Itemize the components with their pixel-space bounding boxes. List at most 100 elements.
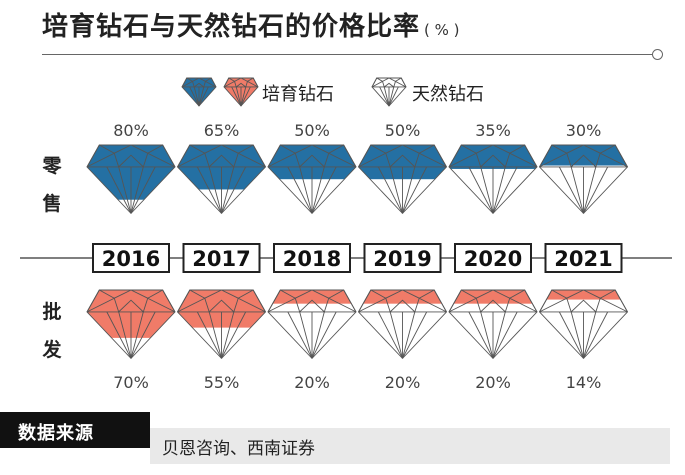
wholesale-diamond-2021-pavilion-1 <box>570 311 584 359</box>
retail-diamond-2018-crown <box>267 144 357 168</box>
retail-diamond-2017 <box>176 144 267 215</box>
wholesale-diamond-2020-crown <box>448 289 538 313</box>
year-label: 2018 <box>283 247 341 271</box>
year-box-frame <box>182 243 261 273</box>
row-label-1-1: 发 <box>41 338 62 361</box>
retail-diamond-2017-pavilion-0 <box>196 166 222 214</box>
wholesale-diamond-2017-pavilion-4 <box>221 311 247 359</box>
retail-diamond-2017-pavilion-4 <box>221 166 247 214</box>
source-text: 贝恩咨询、西南证券 <box>162 439 315 459</box>
wholesale-value-label: 70% <box>113 373 149 392</box>
legend-wholesale-diamond-crown-facets <box>223 80 259 88</box>
retail-diamond-2019-pavilion-4 <box>402 166 428 214</box>
year-label: 2021 <box>554 247 612 271</box>
wholesale-diamond-2021-pavilion-3 <box>583 311 597 359</box>
wholesale-diamond-2016-pavilion-0 <box>106 311 132 359</box>
year-label: 2016 <box>102 247 160 271</box>
year-box-2021: 2021 <box>544 243 623 273</box>
title-divider <box>42 54 654 55</box>
legend-wholesale-diamond-crown <box>223 77 259 88</box>
wholesale-diamond-2018-fill <box>268 290 356 304</box>
wholesale-diamond-2018-pavilion-1 <box>299 311 313 359</box>
year-box-2017: 2017 <box>182 243 261 273</box>
retail-diamond-2016-pavilion-0 <box>106 166 132 214</box>
source-label-box: 数据来源 <box>0 412 150 448</box>
legend-wholesale-diamond-pavilion-0 <box>231 86 242 107</box>
legend-retail-diamond <box>181 77 217 107</box>
retail-diamond-2021-pavilion-3 <box>583 166 597 214</box>
retail-diamond-2020-crown-facets <box>448 152 538 168</box>
legend-natural-diamond <box>371 77 407 107</box>
wholesale-diamond-2016-pavilion-1 <box>118 311 132 359</box>
wholesale-diamond-2018 <box>267 289 357 360</box>
legend: 培育钻石 天然钻石 <box>181 77 484 107</box>
legend-retail-diamond-crown <box>181 77 217 88</box>
row-label-0-0: 零 <box>41 155 62 177</box>
wholesale-diamond-2020 <box>448 289 538 360</box>
retail-value-label: 35% <box>475 121 511 140</box>
wholesale-diamond-2016 <box>86 289 176 360</box>
wholesale-diamond-2017 <box>176 289 267 360</box>
retail-value-label: 50% <box>294 121 330 140</box>
retail-diamond-2021-pavilion-1 <box>570 166 584 214</box>
retail-diamond-2020 <box>448 144 538 215</box>
page-title: 培育钻石与天然钻石的价格比率 <box>42 12 421 42</box>
wholesale-diamond-2017-pavilion-0 <box>196 311 222 359</box>
title-row: 培育钻石与天然钻石的价格比率( % ) <box>42 6 460 43</box>
wholesale-diamond-2019-crown-facets <box>358 297 447 313</box>
legend-natural-diamond-pavilion-3 <box>388 86 395 107</box>
retail-diamond-2019-pavilion-3 <box>402 166 416 214</box>
wholesale-diamond-2021-pavilion-0 <box>558 311 584 359</box>
retail-diamond-2018-pavilion-4 <box>311 166 337 214</box>
wholesale-diamond-2019-pavilion-1 <box>389 311 403 359</box>
wholesale-diamond-2020-pavilion-4 <box>492 311 518 359</box>
year-box-frame <box>273 243 351 273</box>
legend-retail-diamond-crown-facets <box>181 80 217 88</box>
wholesale-value-label: 14% <box>566 373 602 392</box>
retail-diamond-2018-pavilion-3 <box>311 166 325 214</box>
retail-diamond-2016-crown-facets <box>86 152 176 168</box>
retail-diamond-2020-pavilion-0 <box>468 166 494 214</box>
wholesale-value-label: 55% <box>204 373 240 392</box>
legend-retail-diamond-pavilion-0 <box>189 86 200 107</box>
wholesale-diamond-2018-crown-facets <box>267 297 357 313</box>
year-box-frame <box>454 243 532 273</box>
wholesale-diamond-2018-pavilion-3 <box>311 311 325 359</box>
year-box-2020: 2020 <box>454 243 532 273</box>
retail-value-label: 30% <box>566 121 602 140</box>
wholesale-diamond-2019-pavilion-3 <box>402 311 416 359</box>
wholesale-diamond-2019-crown <box>358 289 447 313</box>
legend-natural-diamond-pavilion-0 <box>379 86 390 107</box>
retail-value-label: 50% <box>385 121 421 140</box>
wholesale-diamond-2018-pavilion-0 <box>287 311 313 359</box>
wholesale-diamond-2019-fill <box>358 290 447 304</box>
wholesale-diamond-2017-crown <box>177 289 266 313</box>
wholesale-diamond-2017-pavilion-1 <box>208 311 222 359</box>
year-box-frame <box>363 243 442 273</box>
wholesale-diamond-2021-fill <box>539 290 628 300</box>
source-label: 数据来源 <box>18 423 94 444</box>
retail-diamond-2020-fill <box>449 145 537 169</box>
retail-diamond-2019-crown-facets <box>358 152 447 168</box>
retail-diamond-2017-pavilion-1 <box>208 166 222 214</box>
wholesale-diamond-2018-crown <box>267 289 357 313</box>
retail-diamond-2018-crown-facets <box>267 152 357 168</box>
year-box-frame <box>92 243 170 273</box>
legend-wholesale-diamond-pavilion-4 <box>240 86 251 107</box>
year-box-2019: 2019 <box>363 243 442 273</box>
year-label: 2020 <box>464 247 522 271</box>
retail-diamond-2016-pavilion-4 <box>130 166 156 214</box>
wholesale-diamond-2021-crown-facets <box>539 297 628 313</box>
retail-diamond-2020-pavilion-1 <box>480 166 494 214</box>
retail-diamond-2016-crown <box>86 144 176 168</box>
legend-retail-diamond-pavilion-4 <box>198 86 209 107</box>
wholesale-diamond-2021-crown <box>539 289 628 313</box>
wholesale-diamond-2018-pavilion-4 <box>311 311 337 359</box>
legend-retail-diamond-pavilion-3 <box>198 86 205 107</box>
retail-diamond-2016-pavilion-3 <box>130 166 144 214</box>
wholesale-value-label: 20% <box>475 373 511 392</box>
legend-wholesale-diamond-pavilion-1 <box>235 86 242 107</box>
wholesale-diamond-2020-fill <box>449 290 537 304</box>
retail-diamond-2019-pavilion-0 <box>377 166 403 214</box>
